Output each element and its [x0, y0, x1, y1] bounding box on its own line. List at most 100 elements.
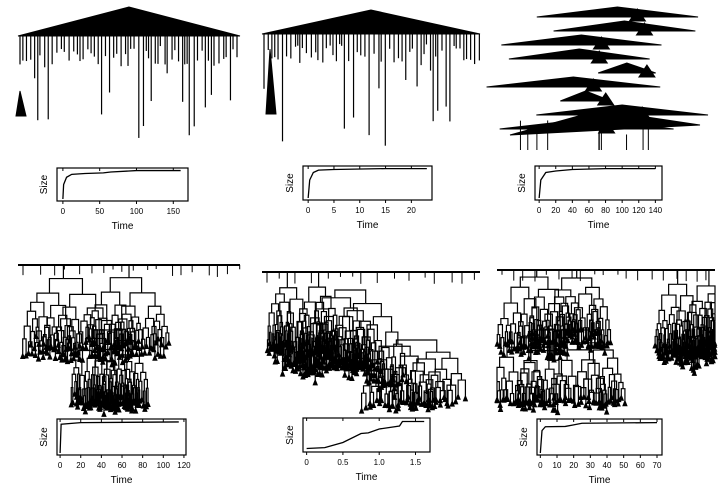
branch	[324, 323, 329, 332]
branch	[380, 368, 387, 377]
branch	[344, 330, 350, 344]
branch	[707, 316, 710, 333]
x-tick-label: 30	[586, 461, 595, 470]
branch	[330, 307, 336, 316]
branch	[291, 330, 294, 345]
branch	[428, 371, 436, 380]
branch	[99, 373, 102, 386]
tip	[145, 400, 151, 407]
branch	[71, 318, 76, 331]
branch	[52, 334, 55, 347]
branch	[273, 339, 276, 354]
branch	[328, 353, 331, 362]
tip	[155, 350, 161, 357]
branch	[520, 368, 524, 385]
branch	[327, 337, 331, 354]
branch	[132, 393, 135, 401]
branch	[447, 389, 451, 404]
branch	[148, 336, 151, 351]
branch	[568, 320, 570, 328]
branch	[129, 334, 133, 350]
branch	[289, 298, 297, 314]
branch	[676, 310, 681, 325]
branch	[289, 350, 291, 359]
branch	[582, 317, 586, 328]
branch	[144, 390, 146, 407]
tip	[386, 405, 393, 413]
branch	[607, 329, 610, 340]
branch	[23, 325, 28, 339]
branch	[510, 331, 513, 340]
branch	[705, 325, 707, 339]
branch	[524, 372, 528, 387]
tip	[105, 348, 111, 356]
branch	[86, 307, 96, 315]
branch	[425, 351, 437, 360]
branch	[372, 316, 382, 325]
branch	[135, 392, 137, 409]
branch	[691, 328, 694, 345]
tip	[508, 347, 515, 355]
branch	[36, 301, 45, 317]
branch	[100, 291, 111, 305]
branch	[62, 264, 95, 279]
branch	[129, 277, 143, 293]
branch	[591, 308, 594, 321]
tip	[155, 334, 161, 342]
tip	[404, 395, 411, 403]
branch	[286, 333, 290, 344]
branch	[280, 333, 283, 342]
branch	[64, 325, 67, 338]
branch	[290, 353, 293, 364]
tip	[346, 373, 352, 381]
branch	[111, 377, 113, 393]
branch	[569, 320, 572, 330]
tip	[366, 378, 372, 386]
branch	[378, 345, 397, 360]
x-tick-label: 60	[636, 461, 645, 470]
branch	[693, 354, 696, 371]
tip	[39, 347, 46, 355]
branch	[367, 348, 371, 366]
x-tick-label: 60	[118, 461, 127, 470]
branch	[107, 368, 111, 382]
branch	[536, 376, 540, 386]
branch	[292, 351, 294, 368]
branch	[590, 331, 594, 344]
tip	[497, 401, 503, 408]
branch	[587, 362, 594, 380]
branch	[320, 310, 324, 324]
x-tick-label: 50	[95, 207, 104, 216]
branch	[275, 303, 280, 311]
x-tick-label: 50	[619, 461, 628, 470]
branch	[75, 359, 79, 368]
x-axis-label: Time	[588, 220, 610, 231]
branch	[147, 387, 149, 402]
branch	[142, 327, 146, 340]
branch	[434, 368, 442, 376]
branch	[410, 370, 417, 384]
branch	[283, 325, 288, 341]
branch	[450, 373, 458, 386]
tip	[161, 351, 167, 359]
tip	[556, 344, 562, 351]
tree-diagram-5	[262, 271, 480, 414]
branch	[451, 384, 457, 399]
branch	[85, 380, 88, 389]
branch	[707, 332, 709, 340]
branch	[346, 310, 354, 317]
branch	[429, 387, 433, 403]
size-line	[307, 167, 427, 199]
tip	[97, 405, 103, 412]
branch	[669, 323, 672, 334]
branch	[121, 318, 128, 332]
branch	[589, 359, 596, 376]
branch	[370, 359, 380, 374]
branch	[547, 388, 550, 398]
branch	[416, 370, 424, 383]
branch	[572, 314, 575, 322]
branch	[48, 339, 51, 355]
tip	[452, 397, 459, 405]
clade-triangle	[637, 64, 656, 78]
branch	[516, 337, 532, 348]
